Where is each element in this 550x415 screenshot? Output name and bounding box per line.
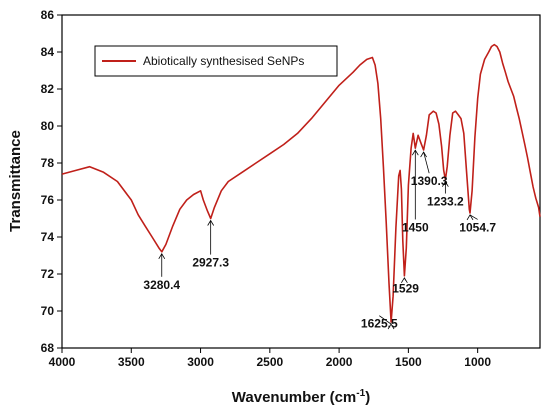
y-tick-label: 72	[41, 267, 55, 281]
annotation-arrowhead	[420, 151, 427, 158]
x-tick-label: 1000	[464, 355, 491, 369]
x-tick-label: 4000	[49, 355, 76, 369]
y-tick-label: 78	[41, 156, 55, 170]
annotation-label: 1054.7	[459, 220, 496, 234]
y-tick-label: 86	[41, 8, 55, 22]
y-tick-label: 82	[41, 82, 55, 96]
plot-frame	[61, 14, 541, 349]
y-tick-label: 80	[41, 119, 55, 133]
x-tick-label: 2500	[256, 355, 283, 369]
legend-box	[94, 45, 338, 77]
x-tick-label: 3500	[118, 355, 145, 369]
y-axis-title: Transmittance	[7, 130, 24, 232]
annotation-arrowhead	[411, 149, 419, 156]
annotation-arrowhead	[401, 277, 408, 284]
series-layer	[61, 43, 541, 323]
legend-label: Abiotically synthesised SeNPs	[143, 54, 304, 68]
x-axis-ticks: 4000 3500 3000 2500 2000 1500 1000	[49, 348, 491, 369]
annotation-arrowhead	[207, 219, 215, 226]
annotation-arrowhead	[466, 214, 474, 221]
annotation-label: 3280.4	[143, 278, 180, 292]
annotation-label: 1450	[402, 220, 429, 234]
annotation-label: 1625.5	[361, 317, 398, 331]
y-tick-label: 76	[41, 193, 55, 207]
legend: Abiotically synthesised SeNPs	[94, 45, 338, 77]
annotation-layer: 3280.4 2927.3 1625.5 1529 1450 1390.3 1233.2 10…	[143, 149, 496, 331]
x-tick-label: 1500	[395, 355, 422, 369]
x-tick-label: 2000	[326, 355, 353, 369]
annotation-leader	[423, 151, 430, 174]
x-tick-label: 3000	[187, 355, 214, 369]
y-tick-label: 74	[41, 230, 55, 244]
annotation-leader	[469, 214, 478, 220]
annotation-leader	[379, 315, 392, 325]
annotation-arrowhead	[442, 180, 449, 187]
annotation-arrowhead	[158, 253, 166, 260]
x-axis-title: Wavenumber (cm-1)	[232, 388, 370, 406]
y-tick-label: 68	[41, 341, 55, 355]
y-tick-label: 70	[41, 304, 55, 318]
annotation-label: 1529	[392, 282, 419, 296]
y-axis-ticks: 68 70 72 74 76 78 80 82 84 86	[41, 8, 62, 355]
annotation-arrowhead	[387, 323, 395, 330]
series-line	[61, 43, 541, 323]
annotation-label: 1390.3	[411, 174, 448, 188]
plot-area	[61, 14, 541, 349]
annotation-label: 1233.2	[427, 195, 464, 209]
annotation-label: 2927.3	[192, 256, 229, 270]
y-tick-label: 84	[41, 45, 55, 59]
